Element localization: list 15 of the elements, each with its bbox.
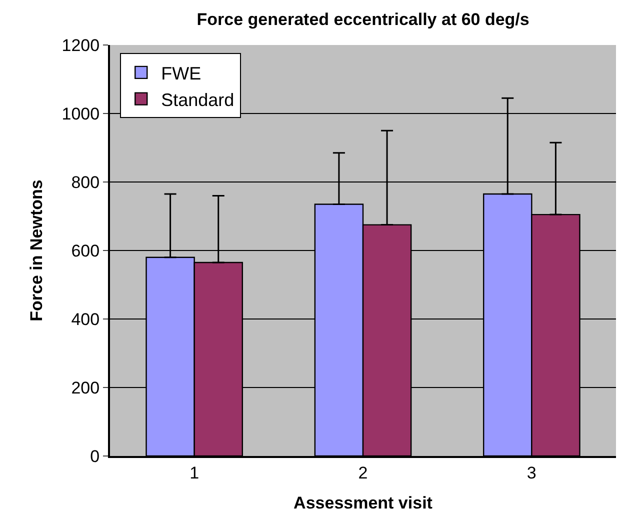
y-tick-label: 800 xyxy=(71,172,100,192)
legend-label: FWE xyxy=(161,63,202,84)
y-tick-label: 0 xyxy=(90,446,100,466)
x-axis-title: Assessment visit xyxy=(294,493,433,512)
y-tick-label: 200 xyxy=(71,378,100,398)
x-tick-label: 2 xyxy=(358,463,368,482)
x-tick-label: 3 xyxy=(526,463,536,482)
x-tick-label: 1 xyxy=(190,463,200,482)
y-tick-label: 600 xyxy=(71,241,100,260)
y-axis-title: Force in Newtons xyxy=(26,180,46,322)
chart-title: Force generated eccentrically at 60 deg/s xyxy=(196,10,530,30)
y-tick-label: 1200 xyxy=(62,36,100,55)
y-tick-label: 1000 xyxy=(62,104,100,124)
y-tick-label: 400 xyxy=(71,310,100,329)
legend-label: Standard xyxy=(161,90,234,110)
